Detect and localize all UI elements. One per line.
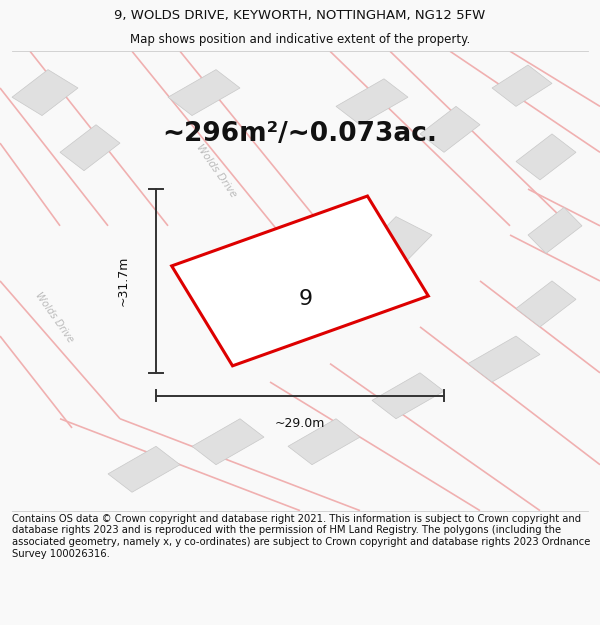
Text: Contains OS data © Crown copyright and database right 2021. This information is : Contains OS data © Crown copyright and d…	[12, 514, 590, 559]
Polygon shape	[60, 125, 120, 171]
Text: 9, WOLDS DRIVE, KEYWORTH, NOTTINGHAM, NG12 5FW: 9, WOLDS DRIVE, KEYWORTH, NOTTINGHAM, NG…	[115, 9, 485, 22]
Polygon shape	[168, 69, 240, 116]
Polygon shape	[420, 106, 480, 152]
Text: Wolds Drive: Wolds Drive	[194, 142, 238, 199]
Polygon shape	[192, 419, 264, 465]
Text: 9: 9	[299, 289, 313, 309]
Polygon shape	[336, 79, 408, 125]
Text: Wolds Drive: Wolds Drive	[33, 291, 75, 344]
Polygon shape	[172, 196, 428, 366]
Text: ~296m²/~0.073ac.: ~296m²/~0.073ac.	[163, 121, 437, 147]
Text: ~29.0m: ~29.0m	[275, 417, 325, 430]
Text: ~31.7m: ~31.7m	[116, 256, 130, 306]
Polygon shape	[12, 69, 78, 116]
Text: Map shows position and indicative extent of the property.: Map shows position and indicative extent…	[130, 34, 470, 46]
Polygon shape	[372, 372, 444, 419]
Polygon shape	[108, 446, 180, 493]
Polygon shape	[216, 262, 288, 318]
Polygon shape	[492, 65, 552, 106]
Polygon shape	[360, 217, 432, 272]
Polygon shape	[288, 419, 360, 465]
Polygon shape	[516, 134, 576, 180]
Polygon shape	[468, 336, 540, 382]
Polygon shape	[528, 208, 582, 253]
Polygon shape	[516, 281, 576, 327]
